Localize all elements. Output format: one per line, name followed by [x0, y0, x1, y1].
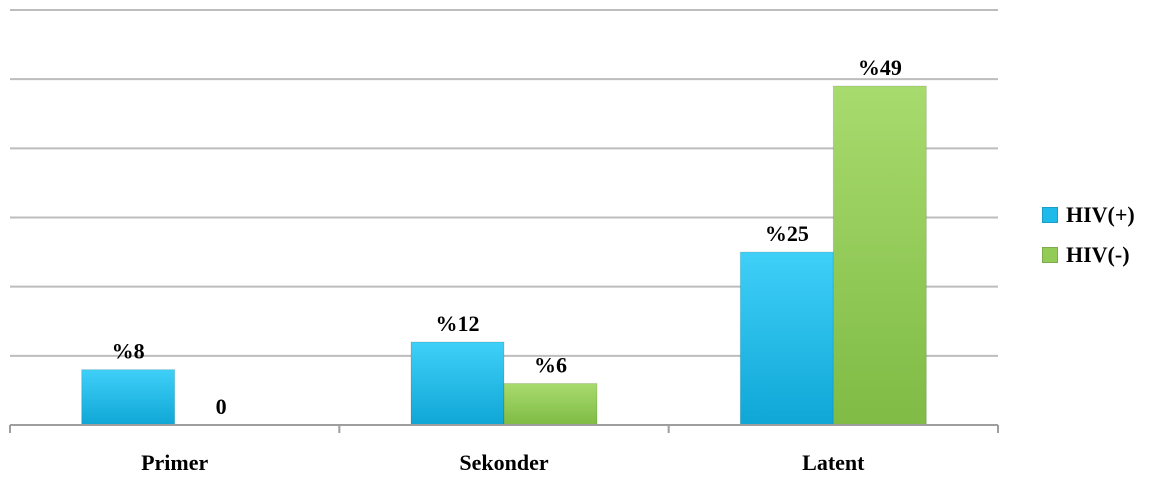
legend-item-hiv-negative: HIV(-): [1042, 240, 1135, 270]
bar-hiv-positive: [739, 251, 834, 426]
x-axis: Primer Sekonder Latent: [9, 424, 999, 475]
data-labels: %8 %12 %25 0 %6 %49: [112, 55, 902, 419]
x-tick-label: Latent: [802, 450, 865, 475]
bar-hiv-positive: [410, 341, 505, 426]
legend: HIV(+) HIV(-): [1042, 200, 1135, 280]
legend-item-hiv-positive: HIV(+): [1042, 200, 1135, 230]
data-label: %25: [765, 221, 809, 246]
data-label: %12: [436, 311, 480, 336]
legend-label-hiv-positive: HIV(+): [1066, 202, 1135, 227]
x-tick-label: Sekonder: [459, 450, 548, 475]
bar-hiv-positive: [81, 369, 176, 426]
legend-label-hiv-negative: HIV(-): [1066, 242, 1130, 267]
bar-hiv-negative: [503, 383, 598, 426]
data-label: %6: [534, 353, 567, 378]
data-label: 0: [216, 394, 227, 419]
legend-swatch-hiv-positive: [1042, 207, 1058, 223]
bars: [81, 85, 927, 426]
data-label: %8: [112, 339, 145, 364]
bar-hiv-negative: [832, 85, 927, 426]
legend-swatch-hiv-negative: [1042, 247, 1058, 263]
x-tick-label: Primer: [141, 450, 208, 475]
data-label: %49: [858, 55, 902, 80]
